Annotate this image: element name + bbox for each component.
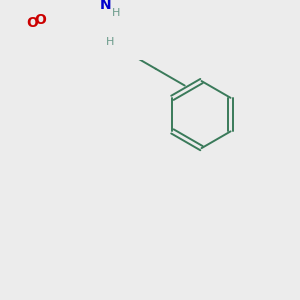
Text: H: H [106, 37, 114, 46]
Text: O: O [26, 16, 38, 30]
Text: H: H [112, 8, 120, 18]
Text: N: N [100, 0, 112, 12]
Text: O: O [34, 14, 46, 27]
